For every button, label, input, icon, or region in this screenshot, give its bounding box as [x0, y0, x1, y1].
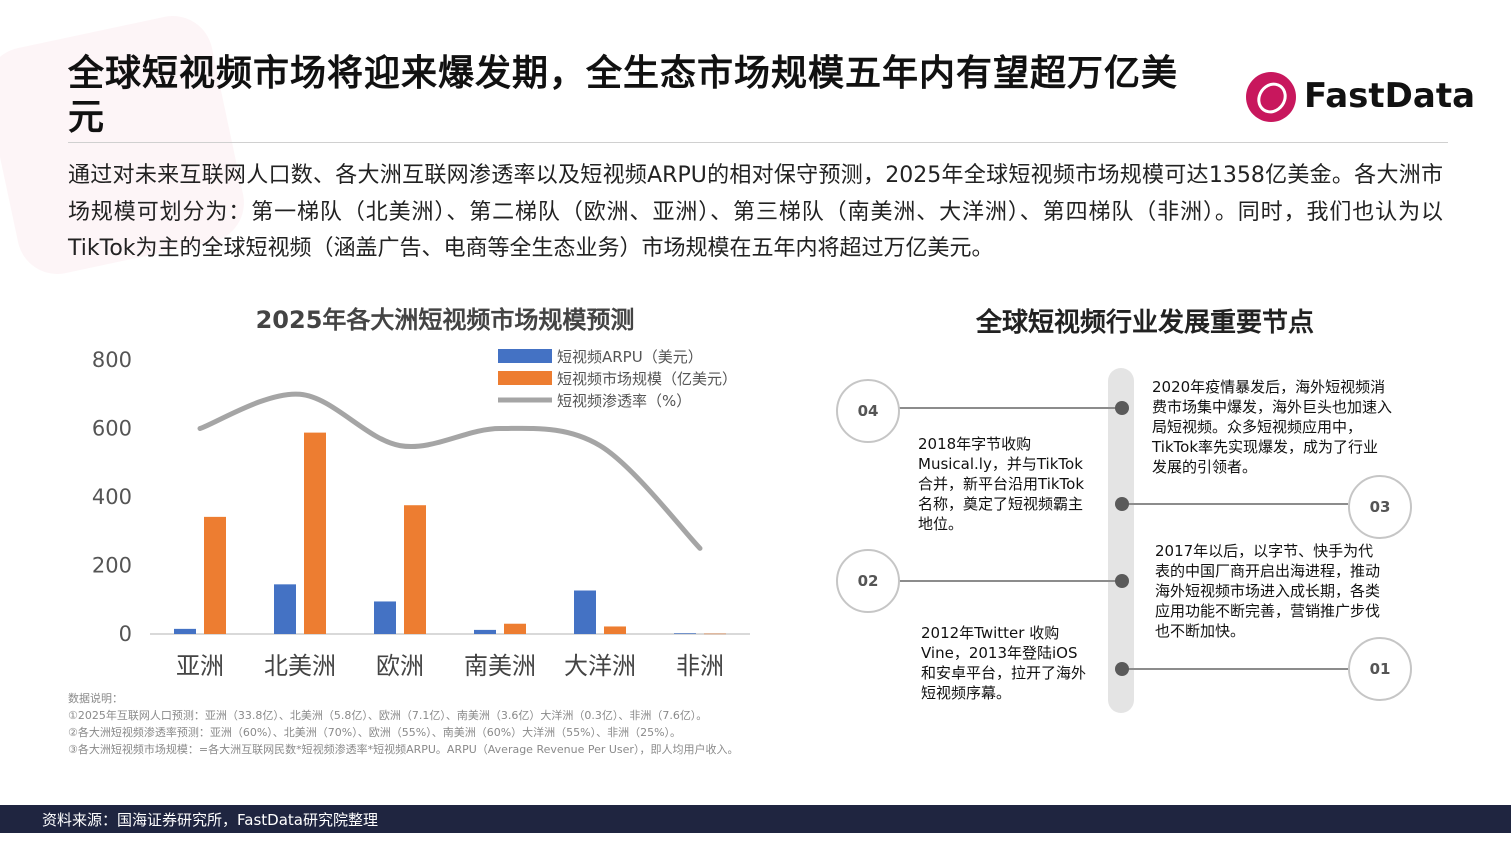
- timeline-connector: [1122, 668, 1348, 670]
- penetration-line: [197, 391, 703, 551]
- timeline-spine: [1108, 368, 1134, 713]
- x-tick-label: 南美洲: [464, 652, 536, 680]
- legend-label: 短视频ARPU（美元）: [557, 348, 703, 366]
- timeline-connector: [896, 580, 1122, 582]
- legend-label: 短视频市场规模（亿美元）: [557, 370, 737, 388]
- timeline-dot: [1115, 574, 1129, 588]
- y-left-tick-label: 600: [92, 417, 132, 441]
- legend-swatch: [498, 349, 552, 363]
- bar-0: [674, 633, 696, 634]
- timeline-title: 全球短视频行业发展重要节点: [975, 308, 1314, 338]
- bar-0: [474, 629, 496, 634]
- y-left-tick-label: 800: [92, 348, 132, 372]
- title-divider: [68, 142, 1448, 143]
- bar-0: [174, 628, 196, 634]
- x-tick-label: 非洲: [676, 652, 724, 680]
- note-line: 数据说明：: [68, 692, 123, 705]
- source-footer: 资料来源：国海证券研究所，FastData研究院整理: [0, 805, 1511, 833]
- x-tick-label: 北美洲: [264, 652, 336, 680]
- intro-paragraph: 通过对未来互联网人口数、各大洲互联网渗透率以及短视频ARPU的相对保守预测，20…: [68, 163, 1443, 261]
- timeline-node-01: 01: [1348, 637, 1412, 701]
- timeline-dot: [1115, 497, 1129, 511]
- timeline-text-04: 2020年疫情暴发后，海外短视频消费市场集中爆发，海外巨头也加速入局短视频。众多…: [1152, 378, 1393, 476]
- timeline-text-01: 2012年Twitter 收购Vine，2013年登陆iOS和安卓平台，拉开了海…: [921, 624, 1087, 702]
- timeline-connector: [1122, 503, 1348, 505]
- bar-1: [304, 432, 326, 634]
- fastdata-logo-icon: [1246, 72, 1296, 122]
- bar-1: [204, 516, 226, 634]
- data-notes: 数据说明： ①2025年互联网人口预测：亚洲（33.8亿）、北美洲（5.8亿）、…: [68, 690, 738, 758]
- bar-0: [374, 601, 396, 634]
- timeline-node-04: 04: [836, 379, 900, 443]
- page-title: 全球短视频市场将迎来爆发期，全生态市场规模五年内有望超万亿美元: [68, 53, 1179, 138]
- market-size-chart: 0200400600800020406080亚洲北美洲欧洲南美洲大洋洲非洲短视频…: [92, 348, 750, 680]
- timeline-text-03: 2018年字节收购Musical.ly，并与TikTok合并，新平台沿用TikT…: [918, 435, 1085, 533]
- note-line: ②各大洲短视频渗透率预测：亚洲（60%）、北美洲（70%）、欧洲（55%）、南美…: [68, 726, 682, 739]
- brand-logo: FastData: [1246, 72, 1475, 128]
- bar-1: [604, 626, 626, 634]
- timeline-node-03: 03: [1348, 475, 1412, 539]
- bar-0: [274, 584, 296, 634]
- y-left-tick-label: 200: [92, 554, 132, 578]
- x-tick-label: 亚洲: [176, 652, 224, 680]
- brand-logo-text: FastData: [1304, 76, 1476, 116]
- source-text: 资料来源：国海证券研究所，FastData研究院整理: [42, 811, 378, 829]
- bar-1: [404, 505, 426, 634]
- chart-title: 2025年各大洲短视频市场规模预测: [255, 306, 635, 334]
- bar-0: [574, 590, 596, 634]
- timeline-dot: [1115, 401, 1129, 415]
- note-line: ①2025年互联网人口预测：亚洲（33.8亿）、北美洲（5.8亿）、欧洲（7.1…: [68, 709, 708, 722]
- timeline-text-02: 2017年以后，以字节、快手为代表的中国厂商开启出海进程，推动海外短视频市场进入…: [1155, 542, 1381, 640]
- y-left-tick-label: 400: [92, 485, 132, 509]
- timeline-dot: [1115, 662, 1129, 676]
- bar-1: [504, 623, 526, 634]
- timeline-connector: [896, 407, 1122, 409]
- timeline-node-02: 02: [836, 549, 900, 613]
- bar-1: [704, 633, 726, 635]
- legend-swatch: [498, 371, 552, 385]
- y-left-tick-label: 0: [119, 622, 132, 646]
- legend-label: 短视频渗透率（%）: [557, 392, 691, 410]
- note-line: ③各大洲短视频市场规模：=各大洲互联网民数*短视频渗透率*短视频ARPU。ARP…: [68, 743, 739, 756]
- x-tick-label: 欧洲: [376, 652, 424, 680]
- x-tick-label: 大洋洲: [564, 652, 636, 680]
